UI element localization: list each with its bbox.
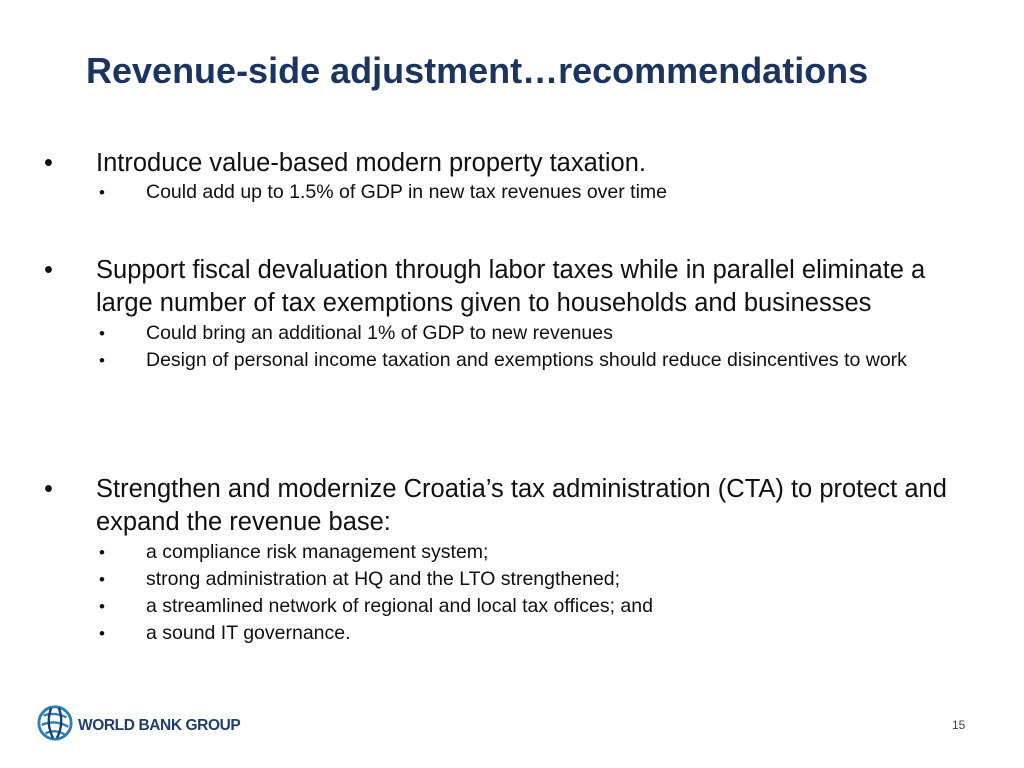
sub-bullet-icon: • xyxy=(99,183,105,202)
sub-bullet-icon: • xyxy=(99,324,105,343)
bullet-group-2: • Support fiscal devaluation through lab… xyxy=(0,254,1024,374)
sub-bullet-text: a compliance risk management system; xyxy=(146,541,489,563)
bullet-icon: • xyxy=(44,256,53,284)
sub-bullet-item: • Could add up to 1.5% of GDP in new tax… xyxy=(0,179,961,206)
sub-bullet-text: a streamlined network of regional and lo… xyxy=(146,595,653,617)
bullet-text: Strengthen and modernize Croatia’s tax a… xyxy=(96,475,947,536)
sub-bullet-item: • Could bring an additional 1% of GDP to… xyxy=(0,320,961,347)
sub-bullet-icon: • xyxy=(99,570,105,589)
world-bank-logo: WORLD BANK GROUP xyxy=(36,704,241,747)
sub-bullet-icon: • xyxy=(99,351,105,370)
sub-bullet-item: • Design of personal income taxation and… xyxy=(0,347,961,374)
sub-bullet-item: • a streamlined network of regional and … xyxy=(0,593,961,620)
bullet-icon: • xyxy=(44,149,53,177)
sub-bullet-text: Design of personal income taxation and e… xyxy=(146,349,907,371)
sub-bullet-icon: • xyxy=(99,597,105,616)
sub-bullet-item: • strong administration at HQ and the LT… xyxy=(0,566,961,593)
sub-bullet-item: • a compliance risk management system; xyxy=(0,539,961,566)
bullet-group-3: • Strengthen and modernize Croatia’s tax… xyxy=(0,473,1024,647)
bullet-text: Introduce value-based modern property ta… xyxy=(96,149,646,177)
sub-bullet-item: • a sound IT governance. xyxy=(0,620,961,647)
sub-bullet-text: Could add up to 1.5% of GDP in new tax r… xyxy=(146,181,668,203)
bullet-item: • Support fiscal devaluation through lab… xyxy=(0,254,966,320)
slide-title: Revenue-side adjustment…recommendations xyxy=(86,50,869,91)
bullet-group-1: • Introduce value-based modern property … xyxy=(0,147,1024,206)
sub-bullet-text: strong administration at HQ and the LTO … xyxy=(146,568,621,590)
bullet-icon: • xyxy=(44,475,53,503)
logo-text: WORLD BANK GROUP xyxy=(78,716,241,734)
bullet-text: Support fiscal devaluation through labor… xyxy=(96,256,926,317)
bullet-item: • Introduce value-based modern property … xyxy=(0,147,966,180)
page-number: 15 xyxy=(952,718,966,732)
bullet-item: • Strengthen and modernize Croatia’s tax… xyxy=(0,473,966,539)
globe-logo-icon xyxy=(36,704,74,747)
sub-bullet-icon: • xyxy=(99,543,105,562)
sub-bullet-icon: • xyxy=(99,624,105,643)
sub-bullet-text: Could bring an additional 1% of GDP to n… xyxy=(146,322,613,344)
sub-bullet-text: a sound IT governance. xyxy=(146,622,351,644)
